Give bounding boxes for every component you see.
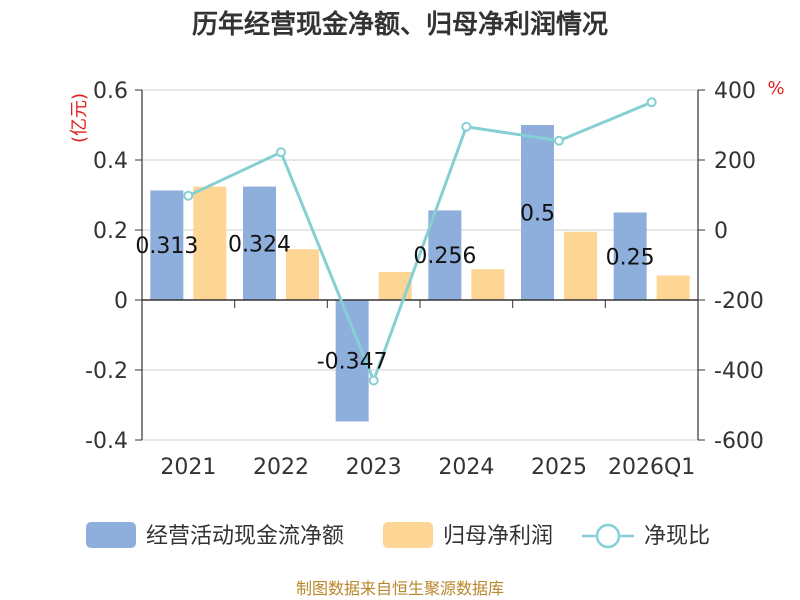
legend: 经营活动现金流净额 归母净利润 净现比 [86, 522, 710, 549]
bar-netprofit [564, 231, 597, 300]
legend-label-netprofit: 归母净利润 [443, 524, 553, 549]
data-label-cashflow: 0.5 [520, 202, 555, 227]
source-note: 制图数据来自恒生聚源数据库 [296, 579, 504, 598]
right-tick-label: 400 [714, 79, 756, 104]
left-tick-label: -0.2 [85, 359, 128, 384]
data-label-cashflow: 0.25 [606, 245, 655, 270]
data-label-cashflow: 0.256 [413, 244, 476, 269]
left-tick-label: 0.2 [93, 219, 128, 244]
x-tick-label: 2023 [346, 455, 402, 480]
data-labels: 0.313 0.324 -0.347 0.256 0.5 0.25 [135, 202, 654, 375]
x-tick-label: 2024 [438, 455, 494, 480]
bars [150, 125, 690, 422]
left-tick-label: 0.4 [93, 149, 128, 174]
right-tick-label: -600 [714, 429, 764, 454]
left-tick-label: 0.6 [93, 79, 128, 104]
right-tick-label: -400 [714, 359, 764, 384]
tick-labels: 0.6 400 0.4 200 0.2 0 0 -200 -0.2 -400 -0.4 -600 202… [85, 79, 764, 480]
bar-netprofit [471, 269, 505, 300]
bar-cashflow [243, 186, 276, 300]
bar-cashflow [335, 300, 369, 422]
x-tick-label: 2025 [531, 455, 587, 480]
data-label-cashflow: 0.324 [228, 232, 291, 257]
line-point-ratio [646, 97, 657, 108]
axes [141, 90, 699, 440]
line-point-ratio [183, 190, 194, 201]
bar-cashflow [150, 190, 184, 300]
bar-netprofit [656, 275, 690, 300]
legend-label-cashflow: 经营活动现金流净额 [146, 524, 344, 549]
x-tick-label: 2026Q1 [608, 455, 695, 480]
right-axis-unit: % [767, 78, 784, 99]
legend-label-ratio: 净现比 [644, 524, 710, 549]
right-tick-label: -200 [714, 289, 764, 314]
line-point-ratio [554, 135, 564, 146]
chart-title: 历年经营现金净额、归母净利润情况 [192, 9, 608, 40]
line-point-ratio [368, 375, 379, 386]
x-tick-label: 2021 [160, 455, 216, 480]
line-series [183, 97, 657, 386]
right-tick-label: 0 [714, 219, 728, 244]
bar-netprofit [193, 186, 227, 300]
legend-swatch-netprofit [383, 522, 433, 548]
line-ratio [187, 100, 653, 385]
line-point-ratio [461, 121, 472, 132]
legend-marker-ratio [595, 523, 621, 549]
data-label-cashflow: 0.313 [135, 234, 198, 259]
left-tick-label: 0 [114, 289, 128, 314]
legend-swatch-cashflow [86, 522, 136, 548]
left-tick-label: -0.4 [85, 429, 128, 454]
bar-cashflow [521, 125, 554, 300]
right-tick-label: 200 [714, 149, 756, 174]
left-axis-unit: (亿元) [69, 93, 90, 143]
bar-cashflow [613, 212, 647, 300]
data-label-cashflow: -0.347 [317, 350, 388, 375]
bar-netprofit [286, 249, 319, 300]
line-point-ratio [276, 147, 286, 158]
bar-cashflow [428, 210, 462, 300]
x-tick-label: 2022 [253, 455, 309, 480]
